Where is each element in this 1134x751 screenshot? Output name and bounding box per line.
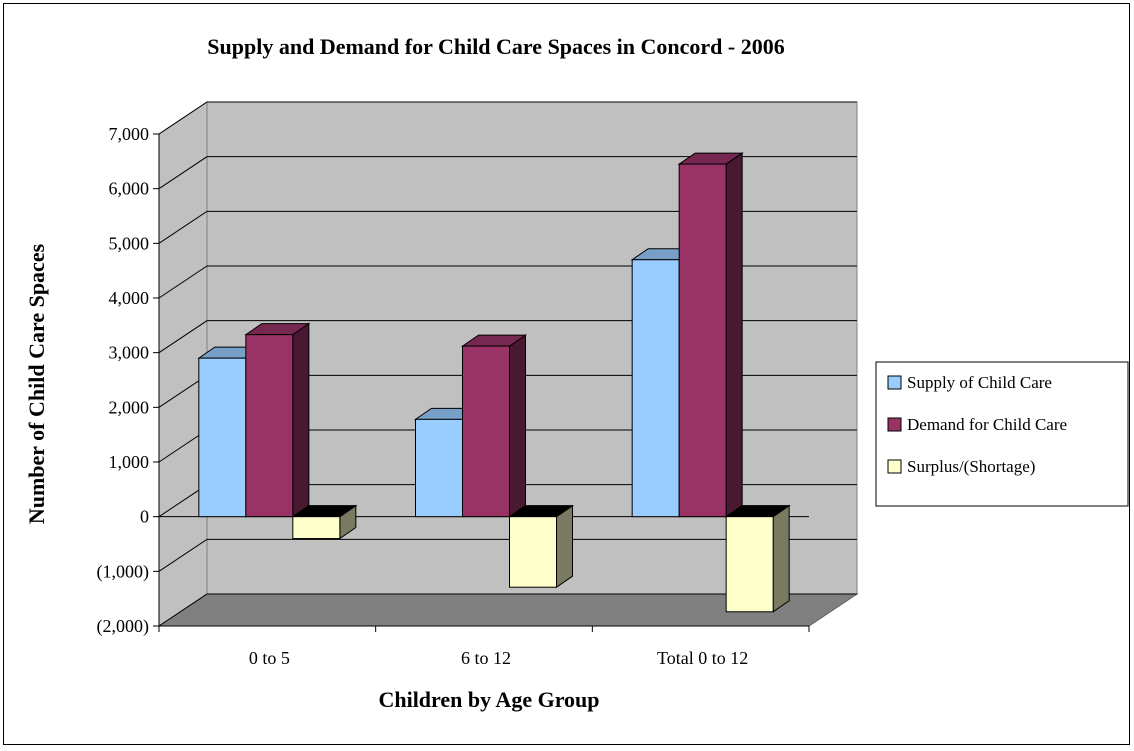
legend: Supply of Child Care Demand for Child Car… [875, 361, 1129, 507]
legend-swatch [887, 417, 902, 432]
gridline [158, 538, 857, 572]
bar-demand [245, 334, 294, 518]
bar-side [509, 334, 526, 518]
bar-surplus [509, 516, 557, 588]
legend-label: Demand for Child Care [907, 415, 1067, 434]
bar-side [725, 152, 743, 518]
legend-box [875, 361, 1129, 507]
bar-supply [631, 259, 680, 518]
legend-swatch [887, 459, 902, 474]
bar-supply [415, 418, 463, 518]
legend-swatch [887, 375, 902, 390]
y-tick-label: 6,000 [109, 179, 150, 199]
y-tick-label: (2,000) [97, 616, 150, 637]
gridline [158, 593, 857, 627]
y-tick-label: 4,000 [109, 288, 150, 308]
y-tick-label: 3,000 [109, 343, 150, 363]
legend-label: Supply of Child Care [907, 373, 1052, 392]
bar-side [556, 504, 573, 589]
legend-label: Surplus/(Shortage) [907, 457, 1035, 476]
y-tick-label: 5,000 [109, 233, 150, 253]
x-tick-label: 0 to 5 [249, 648, 290, 668]
bar-supply [198, 357, 247, 518]
chart-canvas: Supply and Demand for Child Care Spaces … [24, 34, 1129, 712]
bar-surplus [292, 516, 341, 540]
y-tick-label: 2,000 [109, 397, 150, 417]
y-axis-title: Number of Child Care Spaces [24, 243, 49, 524]
y-tick-label: 1,000 [109, 452, 150, 472]
x-tick-label: 6 to 12 [461, 648, 511, 668]
x-tick-label: Total 0 to 12 [657, 648, 748, 668]
chart-title: Supply and Demand for Child Care Spaces … [207, 34, 784, 59]
plot-area: 7,000 6,000 5,000 4,000 3,000 2,000 1,000 0 (1,0… [97, 101, 859, 668]
bar-demand [462, 345, 510, 518]
gridline [158, 156, 857, 190]
chart-frame: Supply and Demand for Child Care Spaces … [3, 3, 1130, 745]
gridline [158, 210, 857, 244]
y-tick-label: (1,000) [97, 561, 150, 582]
y-tick-label: 7,000 [109, 124, 150, 144]
x-axis-title: Children by Age Group [378, 687, 599, 712]
bar-surplus [725, 516, 774, 613]
y-tick-label: 0 [140, 507, 149, 527]
bar-side [292, 322, 310, 518]
bar-side [772, 504, 790, 613]
bar-demand [678, 163, 727, 518]
gridline [158, 101, 857, 135]
